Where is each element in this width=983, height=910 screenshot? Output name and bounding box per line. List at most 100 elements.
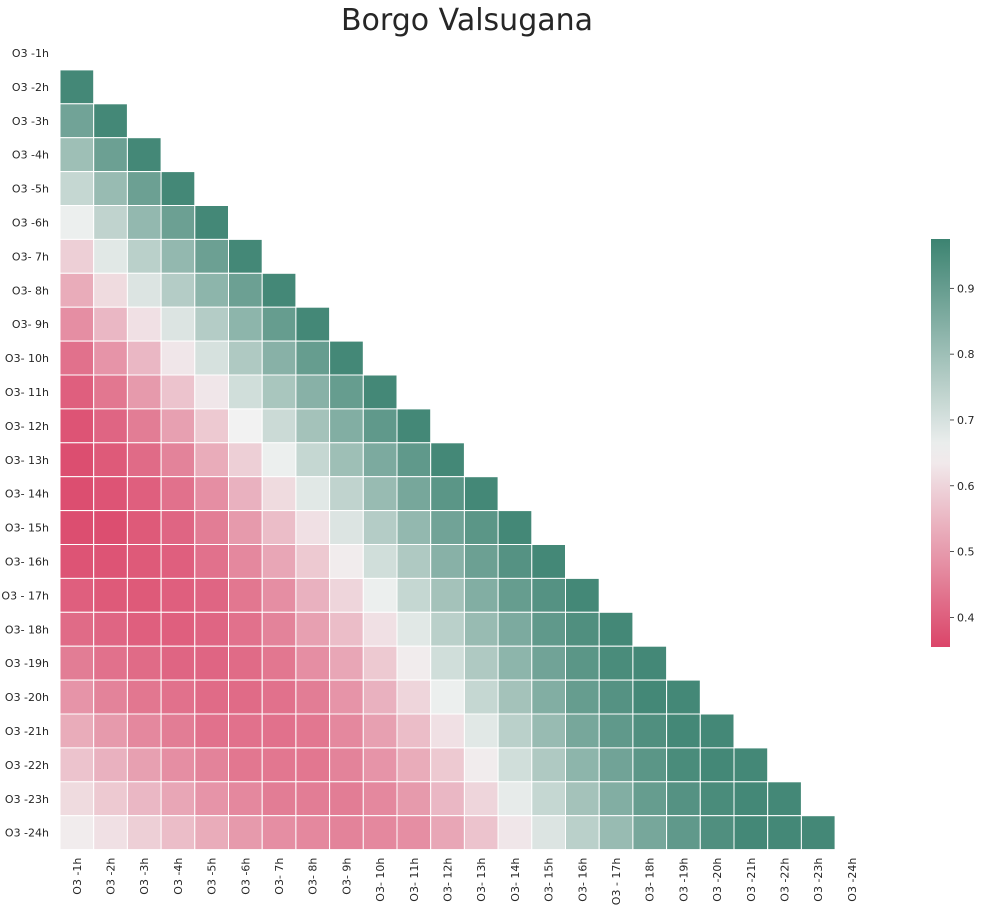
heatmap-cell bbox=[126, 679, 162, 715]
heatmap-cell bbox=[396, 577, 432, 613]
heatmap-cell bbox=[295, 781, 331, 817]
row-tick-label: O3 -23h bbox=[5, 793, 49, 806]
heatmap-cell bbox=[126, 510, 162, 546]
heatmap-cell bbox=[531, 577, 566, 613]
heatmap-cell bbox=[666, 815, 701, 851]
row-tick-label: O3 -24h bbox=[5, 827, 49, 840]
heatmap-cell bbox=[295, 374, 331, 410]
heatmap-cell bbox=[362, 408, 398, 444]
heatmap-cell bbox=[463, 611, 499, 647]
heatmap-cell bbox=[295, 306, 331, 342]
heatmap-cell bbox=[396, 747, 432, 783]
colorbar-tick-label: 0.4 bbox=[957, 611, 975, 624]
heatmap-cell bbox=[531, 679, 566, 715]
heatmap-cell bbox=[194, 815, 230, 851]
heatmap-cell bbox=[531, 645, 566, 681]
heatmap-cell bbox=[396, 645, 432, 681]
heatmap-cell bbox=[228, 374, 263, 410]
heatmap-cell bbox=[463, 747, 499, 783]
heatmap-cell bbox=[362, 815, 398, 851]
col-tick-label: O3- 16h bbox=[576, 858, 589, 902]
colorbar-tick-label: 0.6 bbox=[957, 480, 975, 493]
heatmap-cell bbox=[261, 306, 297, 342]
heatmap-cell bbox=[261, 374, 297, 410]
heatmap-cell bbox=[126, 272, 162, 308]
col-tick-label: O3 -19h bbox=[677, 858, 690, 902]
col-tick-label: O3- 12h bbox=[442, 858, 455, 902]
heatmap-cell bbox=[261, 442, 297, 478]
heatmap-cell bbox=[396, 611, 432, 647]
heatmap-cell bbox=[194, 442, 230, 478]
heatmap-cell bbox=[463, 510, 499, 546]
row-tick-label: O3 -6h bbox=[12, 216, 49, 229]
heatmap-cell bbox=[767, 815, 802, 851]
heatmap-cell bbox=[59, 103, 95, 139]
col-tick-label: O3 -23h bbox=[812, 858, 825, 902]
heatmap-cell bbox=[228, 272, 263, 308]
heatmap-cell bbox=[93, 171, 128, 207]
heatmap-cell bbox=[126, 544, 162, 579]
heatmap-cell bbox=[93, 815, 128, 851]
row-tick-label: O3- 15h bbox=[5, 522, 49, 535]
heatmap-cell bbox=[194, 747, 230, 783]
heatmap-cell bbox=[93, 645, 128, 681]
heatmap-cell bbox=[93, 781, 128, 817]
heatmap-cell bbox=[93, 238, 128, 274]
heatmap-cell bbox=[93, 205, 128, 240]
heatmap-cell bbox=[329, 645, 364, 681]
heatmap-cell bbox=[733, 781, 769, 817]
col-tick-label: O3 -22h bbox=[779, 858, 792, 902]
heatmap-cell bbox=[329, 374, 364, 410]
heatmap-cell bbox=[228, 510, 263, 546]
heatmap-cell bbox=[362, 679, 398, 715]
heatmap-cell bbox=[497, 544, 533, 579]
heatmap-cell bbox=[194, 272, 230, 308]
heatmap-cell bbox=[632, 679, 668, 715]
heatmap-cell bbox=[93, 103, 128, 139]
heatmap-cell bbox=[126, 645, 162, 681]
heatmap-cell bbox=[160, 577, 196, 613]
heatmap-cell bbox=[261, 747, 297, 783]
heatmap-cell bbox=[430, 679, 465, 715]
col-tick-label: O3 - 17h bbox=[610, 858, 623, 906]
heatmap-cell bbox=[632, 781, 668, 817]
heatmap-cell bbox=[228, 611, 263, 647]
heatmap-cell bbox=[295, 611, 331, 647]
heatmap-cell bbox=[59, 171, 95, 207]
heatmap-cell bbox=[565, 815, 600, 851]
heatmap-cell bbox=[160, 713, 196, 749]
heatmap-cell bbox=[59, 408, 95, 444]
heatmap-cell bbox=[497, 781, 533, 817]
heatmap-cell bbox=[194, 408, 230, 444]
heatmap-cell bbox=[194, 611, 230, 647]
row-tick-label: O3- 11h bbox=[5, 386, 49, 399]
col-tick-label: O3 -6h bbox=[239, 858, 252, 895]
heatmap-cell bbox=[295, 713, 331, 749]
heatmap-cell bbox=[362, 442, 398, 478]
heatmap-cell bbox=[126, 611, 162, 647]
heatmap-cell bbox=[362, 611, 398, 647]
heatmap-cell bbox=[160, 205, 196, 240]
heatmap-cell bbox=[329, 476, 364, 512]
heatmap-cell bbox=[565, 611, 600, 647]
heatmap-cell bbox=[295, 408, 331, 444]
heatmap-cell bbox=[261, 408, 297, 444]
heatmap-cell bbox=[93, 340, 128, 376]
heatmap-cell bbox=[531, 713, 566, 749]
heatmap-cell bbox=[598, 747, 634, 783]
heatmap-cell bbox=[329, 815, 364, 851]
heatmap-cell bbox=[160, 781, 196, 817]
heatmap-cell bbox=[160, 815, 196, 851]
heatmap-cell bbox=[194, 205, 230, 240]
heatmap-cell bbox=[160, 544, 196, 579]
colorbar-tick-label: 0.9 bbox=[957, 282, 975, 295]
heatmap-cell bbox=[59, 645, 95, 681]
heatmap-cell bbox=[160, 374, 196, 410]
heatmap-cell bbox=[126, 476, 162, 512]
col-tick-label: O3- 10h bbox=[374, 858, 387, 902]
heatmap-cell bbox=[93, 577, 128, 613]
heatmap-cell bbox=[59, 306, 95, 342]
heatmap-cell bbox=[126, 137, 162, 173]
row-tick-label: O3 -3h bbox=[12, 115, 49, 128]
heatmap-cell bbox=[160, 645, 196, 681]
